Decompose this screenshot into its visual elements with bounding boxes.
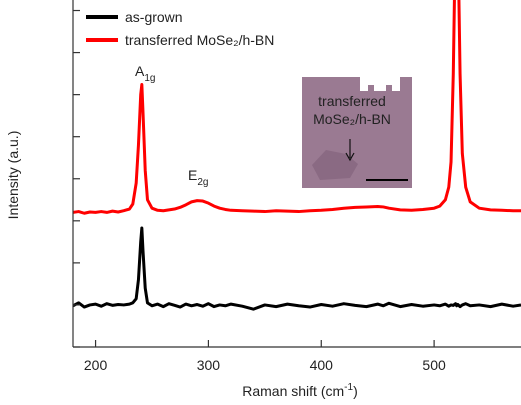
y-axis-label: Intensity (a.u.) [5,131,21,220]
x-label-sup: -1 [344,382,353,393]
inset-label: transferred [318,93,386,109]
series-line [73,0,521,215]
annotation: E2g [188,167,208,188]
annotation-sub: 1g [144,73,155,84]
inset-arrowhead [345,152,355,162]
annotation-base: E [188,167,197,183]
x-tick-label: 500 [422,357,446,373]
annotation-base: A [135,63,145,79]
series-line [73,226,521,311]
x-tick-label: 300 [197,357,221,373]
inset-image: transferred MoSe₂/h-BN [302,77,412,188]
legend-label: as-grown [125,9,183,25]
legend-label: transferred MoSe₂/h-BN [125,32,274,48]
x-axis-label: Raman shift (cm-1) [242,382,358,399]
x-tick-label: 200 [84,357,108,373]
annotation-sub: 2g [197,177,208,188]
x-tick-label: 400 [310,357,334,373]
plot-area [73,0,521,311]
inset-flake [312,150,358,180]
inset-feature [360,77,400,91]
annotation: A1g [135,63,155,84]
inset-label: MoSe₂/h-BN [313,111,391,127]
x-label-text: Raman shift (cm [242,383,344,399]
x-label-end: ) [353,383,358,399]
